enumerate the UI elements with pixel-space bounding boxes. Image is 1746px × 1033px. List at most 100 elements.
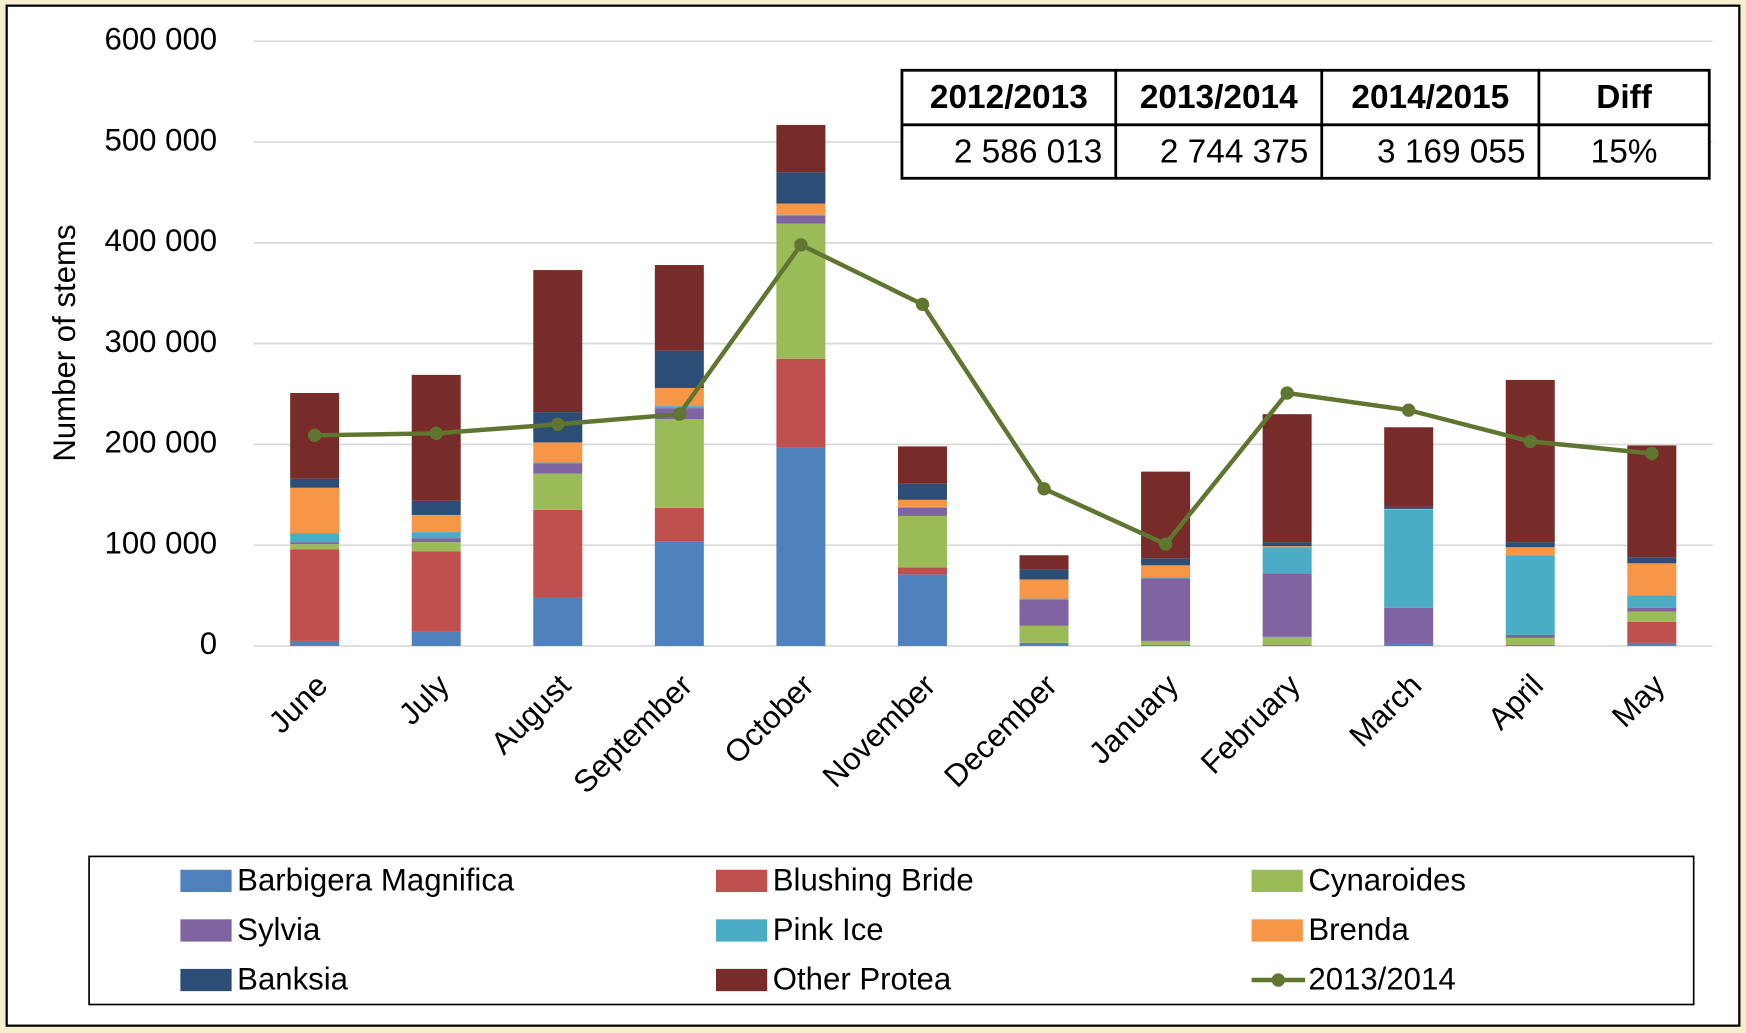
table-header: 2014/2015 — [1351, 79, 1509, 116]
bar-segment — [1141, 578, 1191, 641]
bar-segment — [411, 551, 461, 632]
bar-segment — [290, 478, 340, 488]
bar-segment — [411, 631, 461, 646]
bar-segment — [1262, 644, 1312, 646]
legend-label: Banksia — [237, 961, 349, 996]
bar-segment — [1019, 555, 1069, 570]
bar-segment — [533, 463, 583, 474]
bar-segment — [897, 567, 947, 575]
bar-segment — [1505, 555, 1555, 635]
table-cell: 2 744 375 — [1160, 134, 1309, 171]
bar-segment — [897, 507, 947, 516]
bar-segment — [1141, 558, 1191, 566]
bar-segment — [1505, 644, 1555, 646]
line-point — [1158, 537, 1173, 551]
bar-segment — [776, 203, 826, 215]
bar-segment — [776, 172, 826, 204]
bar-segment — [1627, 611, 1677, 622]
legend-label: Barbigera Magnifica — [237, 862, 515, 897]
bar-segment — [776, 214, 826, 216]
legend-swatch — [1251, 869, 1303, 893]
bar-segment — [533, 462, 583, 464]
bar-segment — [1262, 636, 1312, 645]
bar-segment — [1141, 565, 1191, 578]
bar-segment — [1019, 642, 1069, 646]
y-tick-label: 300 000 — [105, 324, 218, 359]
bar-segment — [654, 419, 704, 508]
bar-segment — [533, 597, 583, 646]
bar-segment — [411, 514, 461, 533]
y-tick-label: 400 000 — [105, 223, 218, 258]
bar-segment — [1505, 379, 1555, 543]
bar-segment — [411, 500, 461, 515]
bar-segment — [654, 507, 704, 542]
line-point — [1037, 482, 1051, 496]
bar-segment — [1627, 621, 1677, 643]
legend-label: Cynaroides — [1308, 862, 1466, 897]
legend-label: Pink Ice — [773, 912, 884, 947]
line-point — [915, 297, 930, 312]
bar-segment — [1505, 634, 1555, 638]
bar-segment — [776, 124, 826, 173]
bar-segment — [776, 215, 826, 224]
bar-segment — [897, 515, 947, 568]
bar-segment — [1384, 509, 1434, 608]
legend-label: Blushing Bride — [773, 862, 974, 897]
bar-segment — [1262, 414, 1312, 543]
bar-segment — [1262, 573, 1312, 637]
legend-label: Brenda — [1308, 912, 1409, 947]
line-point — [307, 428, 322, 443]
legend-label: Other Protea — [773, 961, 952, 996]
legend-marker — [1271, 973, 1286, 987]
line-point — [1523, 434, 1537, 449]
table-cell: 2 586 013 — [954, 134, 1103, 171]
bar-segment — [290, 533, 340, 543]
line-point — [429, 426, 443, 441]
bar-segment — [1627, 595, 1677, 608]
y-tick-label: 500 000 — [105, 122, 218, 157]
bar-segment — [1141, 640, 1191, 645]
bar-segment — [654, 265, 704, 351]
legend-label: 2013/2014 — [1308, 961, 1455, 996]
bar-segment — [533, 442, 583, 463]
y-tick-label: 0 — [200, 626, 217, 661]
y-tick-label: 600 000 — [105, 22, 218, 57]
bar-segment — [1384, 607, 1434, 644]
bar-segment — [1505, 547, 1555, 556]
table-header: Diff — [1596, 79, 1653, 116]
bar-segment — [1384, 506, 1434, 509]
legend-swatch — [180, 869, 232, 893]
bar-segment — [1505, 542, 1555, 548]
bar-segment — [1262, 546, 1312, 548]
bar-segment — [1019, 569, 1069, 580]
bar-segment — [411, 538, 461, 543]
bar-segment — [776, 358, 826, 448]
bar-segment — [1627, 563, 1677, 596]
bar-segment — [1019, 579, 1069, 599]
bar-segment — [1384, 643, 1434, 646]
bar-segment — [533, 473, 583, 510]
y-axis-label: Number of stems — [47, 224, 82, 461]
bar-segment — [1019, 599, 1069, 626]
bar-segment — [1262, 547, 1312, 574]
bar-segment — [411, 532, 461, 539]
bar-segment — [290, 544, 340, 550]
bar-segment — [1384, 427, 1434, 507]
bar-segment — [533, 509, 583, 598]
bar-segment — [1627, 445, 1677, 558]
bar-segment — [1019, 598, 1069, 600]
line-point — [1402, 403, 1416, 417]
bar-segment — [654, 406, 704, 409]
bar-segment — [290, 640, 340, 646]
bar-segment — [776, 447, 826, 646]
bar-segment — [1505, 637, 1555, 645]
bar-segment — [1627, 642, 1677, 646]
bar-segment — [897, 483, 947, 500]
bar-segment — [290, 542, 340, 545]
bar-segment — [290, 549, 340, 641]
legend-swatch — [715, 919, 768, 942]
bar-segment — [654, 541, 704, 646]
line-point — [1645, 446, 1659, 461]
bar-segment — [411, 542, 461, 552]
table-header: 2012/2013 — [930, 79, 1088, 116]
